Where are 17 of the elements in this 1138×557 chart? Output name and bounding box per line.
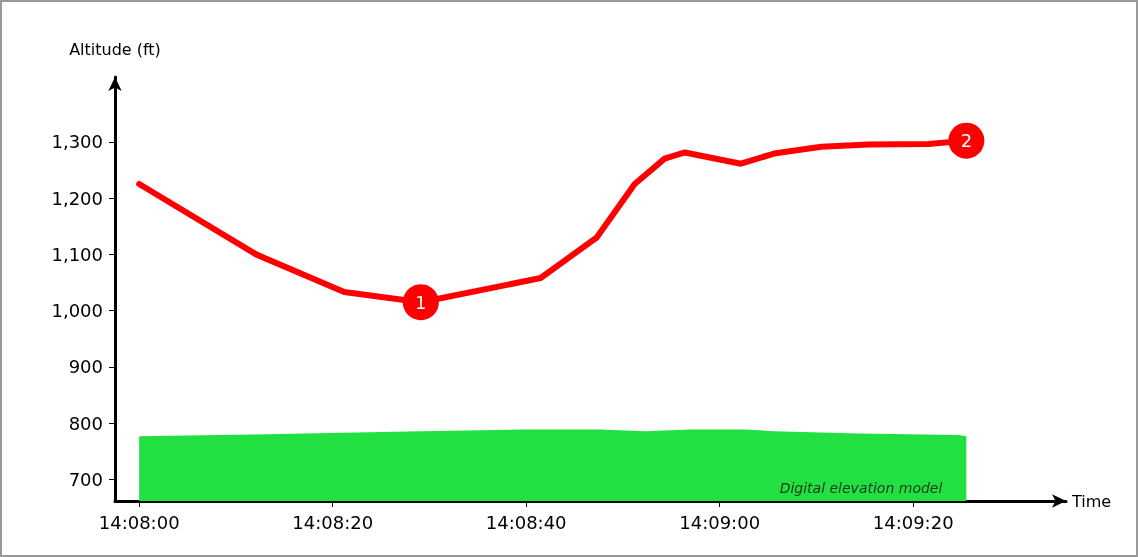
x-tick-label: 14:08:20	[292, 511, 374, 533]
series-label: Digital elevation model	[779, 480, 943, 496]
x-tick-label: 14:08:00	[98, 511, 180, 533]
y-tick-label: 700	[68, 469, 103, 491]
x-axis-title: Time	[1071, 491, 1112, 511]
y-tick-label: 900	[68, 356, 103, 378]
y-tick-label: 1,200	[51, 187, 103, 209]
x-tick-label: 14:09:00	[679, 511, 761, 533]
y-tick-label: 1,300	[51, 131, 103, 153]
y-axis-title: Altitude (ft)	[69, 39, 161, 59]
y-tick-label: 1,100	[51, 243, 103, 265]
x-tick-label: 14:09:20	[872, 511, 954, 533]
annotation: 1	[415, 291, 427, 313]
annotation: 2	[960, 130, 973, 152]
y-tick-label: 800	[68, 412, 103, 434]
x-tick-label: 14:08:40	[485, 511, 567, 533]
y-tick-label: 1,000	[51, 300, 103, 322]
